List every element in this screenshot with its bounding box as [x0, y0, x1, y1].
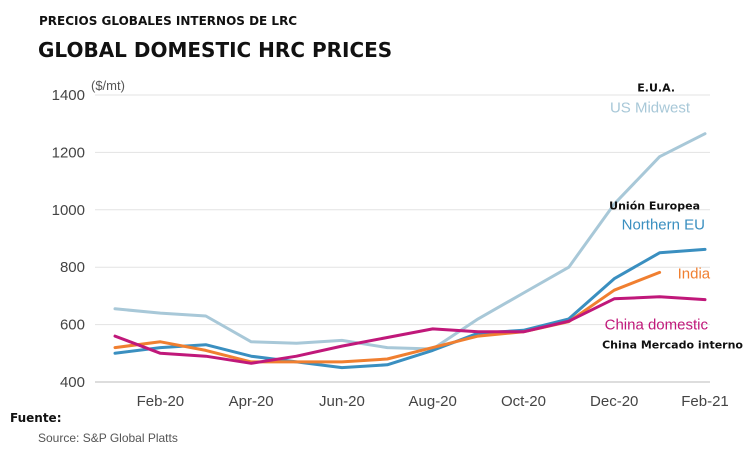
chart-title-spanish: PRECIOS GLOBALES INTERNOS DE LRC: [39, 14, 297, 28]
series-lines: [113, 132, 707, 370]
x-tick-label-feb-21: Feb-21: [681, 393, 729, 410]
y-tick-label-1400: 1400: [52, 87, 85, 104]
series-label-india: India: [678, 265, 711, 282]
x-tick-label-aug-20: Aug-20: [409, 393, 457, 410]
series-label-china-domestic: China domestic: [605, 317, 709, 334]
x-tick-label-oct-20: Oct-20: [501, 393, 546, 410]
y-axis-unit: ($/mt): [91, 78, 125, 93]
footer-fuente: Fuente:: [10, 411, 62, 425]
series-label-es-northern-eu: Unión Europea: [609, 199, 700, 212]
series-line-us-midwest: [113, 132, 707, 351]
series-label-us-midwest: US Midwest: [610, 100, 691, 117]
y-tick-label-1200: 1200: [52, 144, 85, 161]
x-tick-label-jun-20: Jun-20: [319, 393, 365, 410]
series-line-northern-eu: [113, 247, 707, 370]
series-line-china-domestic: [113, 295, 707, 365]
series-label-northern-eu: Northern EU: [622, 216, 705, 233]
gridlines: [95, 94, 710, 383]
chart-title: GLOBAL DOMESTIC HRC PRICES: [38, 38, 392, 62]
series-label-es-us-midwest: E.U.A.: [637, 82, 675, 95]
x-tick-label-dec-20: Dec-20: [590, 393, 638, 410]
y-axis-ticks: 400 600 800 1000 1200 1400: [52, 87, 85, 391]
y-tick-label-400: 400: [60, 374, 85, 391]
y-tick-label-1000: 1000: [52, 202, 85, 219]
y-tick-label-600: 600: [60, 317, 85, 334]
series-label-es-china-domestic: China Mercado interno: [602, 339, 743, 352]
x-axis-ticks: Feb-20 Apr-20 Jun-20 Aug-20 Oct-20 Dec-20 Feb-…: [137, 393, 729, 410]
x-tick-label-feb-20: Feb-20: [137, 393, 185, 410]
y-tick-label-800: 800: [60, 259, 85, 276]
series-labels: US Midwest E.U.A. Northern EU Unión Europea…: [602, 82, 743, 352]
x-tick-label-apr-20: Apr-20: [229, 393, 274, 410]
footer-source: Source: S&P Global Platts: [38, 431, 178, 445]
